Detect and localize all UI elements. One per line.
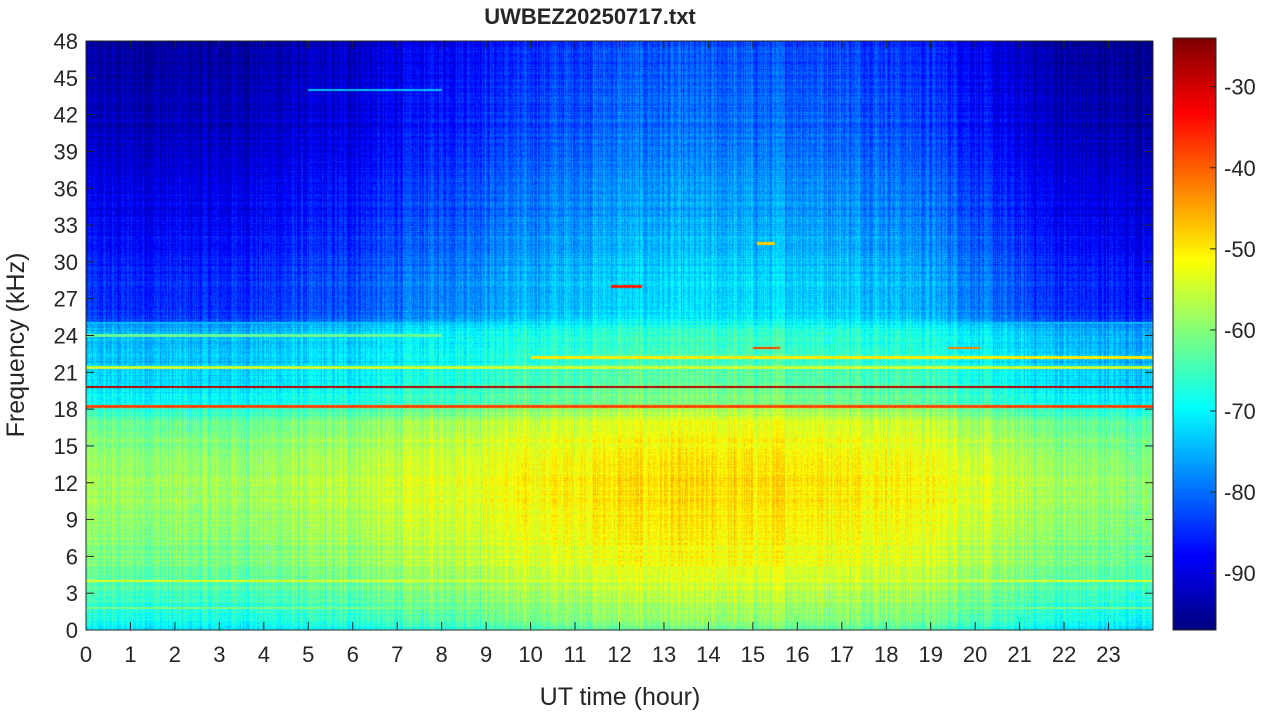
colorbar-tick-label: -80: [1224, 480, 1256, 505]
x-axis-label: UT time (hour): [540, 683, 701, 711]
x-tick-label: 11: [564, 642, 587, 667]
x-tick-label: 23: [1096, 642, 1120, 667]
x-tick-label: 16: [785, 642, 809, 667]
y-tick-label: 36: [54, 176, 78, 201]
y-tick-label: 3: [66, 581, 78, 606]
y-tick-label: 6: [66, 544, 78, 569]
chart-title: UWBEZ20250717.txt: [484, 4, 696, 29]
x-tick-label: 18: [874, 642, 898, 667]
x-tick-label: 9: [480, 642, 492, 667]
x-tick-label: 19: [918, 642, 942, 667]
x-tick-label: 22: [1052, 642, 1076, 667]
y-tick-label: 9: [66, 508, 78, 533]
colorbar-tick-label: -70: [1224, 399, 1256, 424]
y-tick-label: 48: [54, 29, 78, 54]
x-tick-label: 0: [80, 642, 92, 667]
x-tick-label: 14: [696, 642, 720, 667]
x-tick-label: 3: [213, 642, 225, 667]
colorbar-tick-label: -30: [1224, 75, 1256, 100]
y-tick-label: 21: [54, 360, 78, 385]
y-tick-label: 0: [66, 618, 78, 643]
x-tick-label: 7: [391, 642, 403, 667]
y-tick-label: 24: [54, 324, 78, 349]
y-tick-label: 39: [54, 139, 78, 164]
x-tick-label: 12: [607, 642, 631, 667]
x-tick-label: 21: [1007, 642, 1031, 667]
x-tick-label: 17: [830, 642, 854, 667]
x-tick-label: 1: [124, 642, 136, 667]
y-axis-label: Frequency (kHz): [2, 253, 30, 438]
colorbar: [1173, 38, 1216, 630]
spectrogram-canvas: [86, 41, 1153, 630]
y-tick-label: 18: [54, 397, 78, 422]
y-tick-label: 15: [54, 434, 78, 459]
x-tick-label: 13: [652, 642, 676, 667]
x-tick-label: 20: [963, 642, 987, 667]
colorbar-tick-label: -60: [1224, 318, 1256, 343]
y-tick-label: 27: [54, 287, 78, 312]
x-tick-label: 15: [741, 642, 765, 667]
x-tick-label: 5: [302, 642, 314, 667]
colorbar-canvas: [1173, 38, 1216, 630]
y-tick-label: 12: [54, 471, 78, 496]
x-tick-label: 6: [347, 642, 359, 667]
y-tick-label: 42: [54, 103, 78, 128]
x-axis: 0 1 2 3 4 5 6 7 8 9 10 11 12 13 14 15 16 17 18 19 20 21 22 23: [80, 41, 1121, 667]
colorbar-tick-label: -90: [1224, 561, 1256, 586]
x-tick-label: 2: [169, 642, 181, 667]
colorbar-frame: [1172, 37, 1217, 631]
x-tick-label: 10: [518, 642, 542, 667]
spectrogram-heatmap: [86, 41, 1153, 630]
y-tick-label: 45: [54, 66, 78, 91]
colorbar-tick-label: -50: [1224, 237, 1256, 262]
colorbar-ticks: -30 -40 -50 -60 -70 -80 -90: [1210, 75, 1256, 586]
y-tick-label: 30: [54, 250, 78, 275]
colorbar-tick-label: -40: [1224, 156, 1256, 181]
x-tick-label: 4: [258, 642, 270, 667]
y-tick-label: 33: [54, 213, 78, 238]
x-tick-label: 8: [436, 642, 448, 667]
